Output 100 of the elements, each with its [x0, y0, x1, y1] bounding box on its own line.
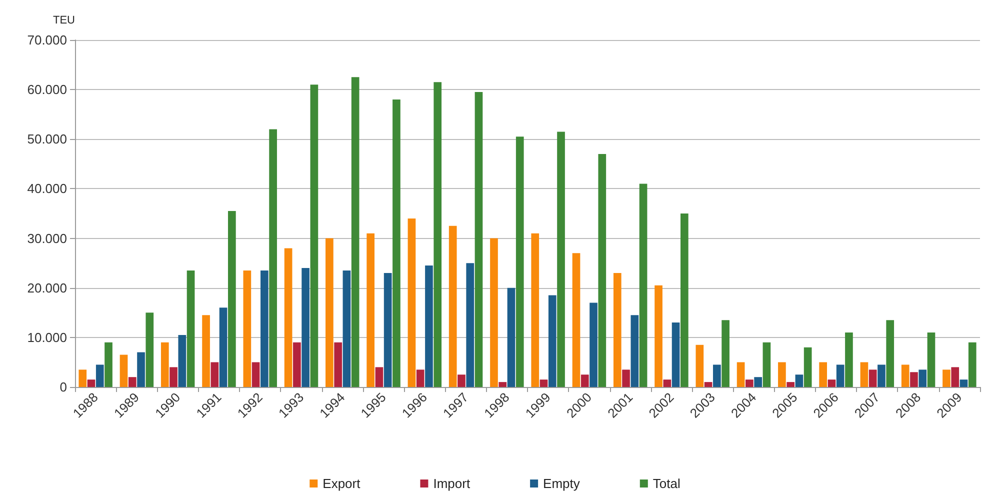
bar: [87, 380, 96, 387]
bar: [302, 268, 310, 387]
y-tick-label: 50.000: [27, 132, 67, 147]
bar: [654, 285, 662, 387]
bar: [466, 263, 474, 387]
bar: [186, 270, 195, 387]
bar: [696, 344, 704, 387]
bar: [120, 354, 128, 387]
bar: [326, 238, 334, 387]
bar: [672, 322, 680, 387]
bar: [572, 253, 580, 387]
bar: [375, 367, 384, 387]
bar: [416, 370, 424, 387]
bar: [680, 214, 688, 387]
y-tick-label: 0: [60, 380, 67, 394]
bar: [878, 364, 886, 387]
bar: [778, 362, 786, 387]
bar: [762, 342, 771, 387]
bar: [178, 334, 186, 387]
bar: [557, 132, 565, 387]
y-tick-label: 30.000: [27, 230, 67, 246]
bar: [968, 342, 976, 387]
bar: [580, 374, 589, 387]
bar: [598, 154, 606, 387]
bar: [942, 370, 950, 387]
bar: [310, 84, 318, 387]
bar: [260, 270, 268, 387]
bar: [293, 342, 301, 387]
bar: [128, 377, 136, 387]
bar: [146, 312, 154, 387]
bar: [408, 218, 416, 387]
bar: [392, 99, 400, 387]
bar: [334, 342, 342, 387]
bar: [137, 352, 145, 387]
bar: [104, 342, 112, 387]
bar: [960, 380, 968, 387]
bar: [490, 238, 498, 387]
bar: [663, 380, 672, 387]
bar: [901, 364, 910, 387]
bar: [860, 362, 868, 387]
bar: [78, 370, 87, 387]
bar: [507, 288, 516, 387]
bar: [342, 270, 351, 387]
bar: [202, 315, 210, 387]
legend-label: Empty: [543, 476, 580, 491]
bar: [918, 370, 927, 387]
bar: [795, 374, 804, 387]
bar: [736, 362, 745, 387]
bar: [284, 248, 292, 387]
bar: [804, 347, 812, 387]
bar: [243, 270, 252, 387]
bar: [630, 315, 639, 387]
bar: [531, 233, 540, 387]
y-tick-label: 20.000: [27, 280, 67, 296]
bar: [219, 308, 228, 387]
bar: [384, 272, 392, 387]
bar: [746, 380, 754, 387]
bar: [951, 367, 960, 387]
bar: [540, 380, 548, 387]
bar: [425, 266, 433, 387]
y-tick-label: 70.000: [27, 32, 67, 48]
bar: [927, 332, 936, 387]
bar: [210, 362, 219, 387]
bar: [828, 380, 836, 387]
bar: [434, 82, 442, 387]
bar: [704, 382, 712, 387]
bar: [622, 370, 630, 387]
bar: [228, 211, 236, 387]
bar: [590, 302, 598, 387]
bar: [754, 377, 762, 387]
bar: [639, 184, 648, 387]
bar: [613, 272, 622, 387]
bar: [474, 92, 483, 387]
bar: [868, 370, 877, 387]
bar: [819, 362, 827, 387]
bar: [448, 226, 457, 387]
bar: [516, 136, 524, 387]
bar: [96, 364, 104, 387]
bar: [786, 382, 794, 387]
y-tick-label: 10.000: [27, 330, 67, 345]
bar: [458, 374, 466, 387]
bar: [548, 295, 556, 387]
y-tick-label: 40.000: [27, 181, 67, 196]
legend-label: Export: [322, 476, 361, 491]
bar: [910, 372, 918, 387]
legend-label: Import: [433, 476, 470, 491]
bar: [845, 332, 853, 387]
legend-label: Total: [652, 476, 680, 491]
y-axis-title: TEU: [53, 14, 76, 26]
bar: [722, 320, 730, 387]
bar: [836, 364, 844, 387]
bar: [886, 320, 894, 387]
bar: [269, 129, 277, 387]
bar: [713, 364, 721, 387]
bar: [351, 77, 360, 387]
bar: [498, 382, 507, 387]
bar: [252, 362, 260, 387]
bar: [366, 233, 374, 387]
y-tick-label: 60.000: [27, 82, 67, 98]
bar: [160, 342, 169, 387]
